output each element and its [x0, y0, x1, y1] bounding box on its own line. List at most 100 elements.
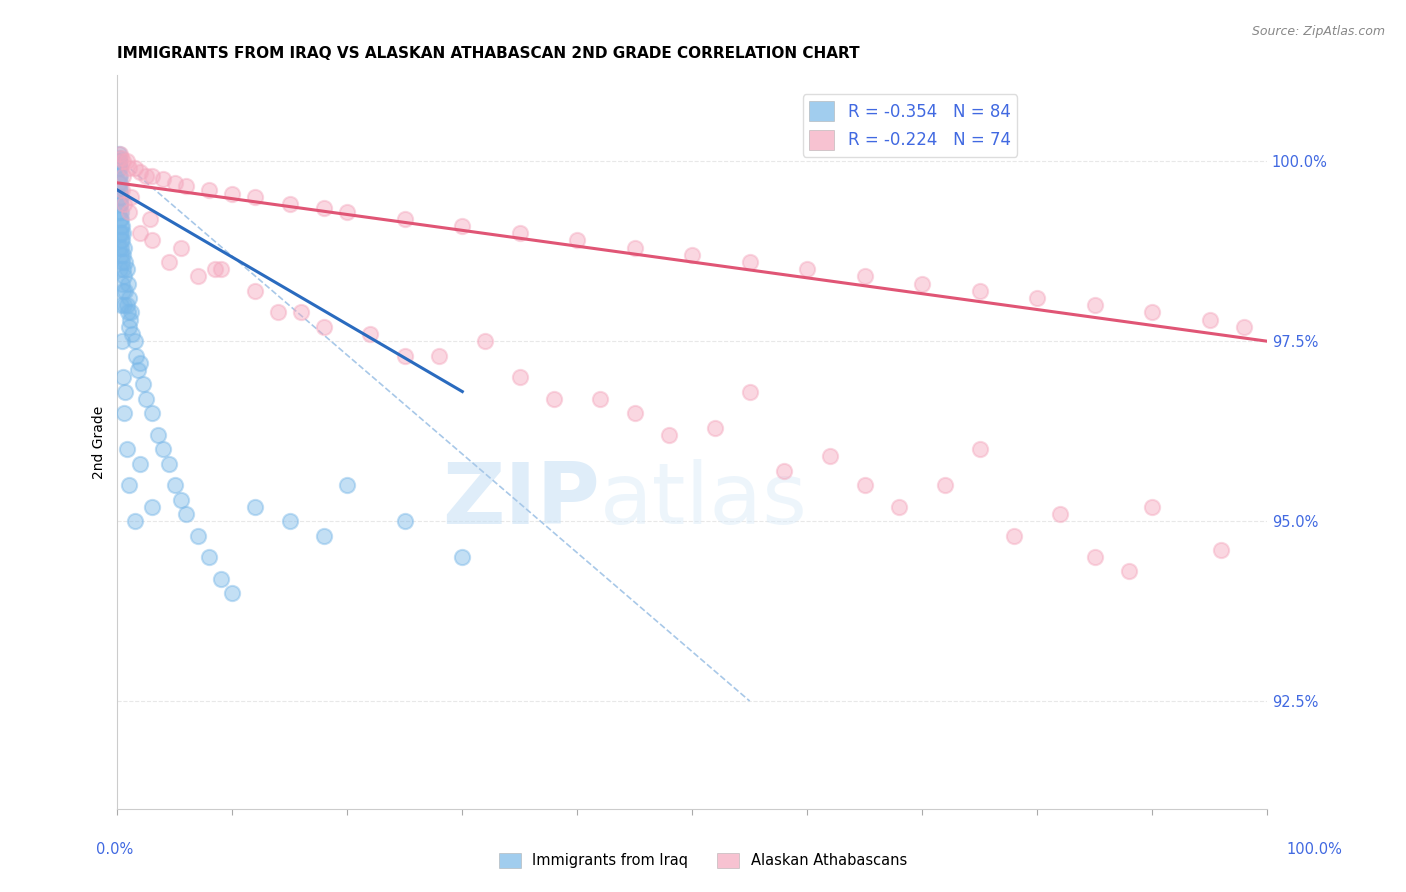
Point	[589, 392, 612, 406]
Point	[112, 370, 135, 384]
Point	[314, 201, 336, 215]
Point	[117, 305, 139, 319]
Point	[112, 284, 135, 298]
Point	[911, 277, 934, 291]
Point	[1083, 550, 1105, 565]
Point	[129, 165, 152, 179]
Point	[474, 334, 496, 348]
Point	[658, 427, 681, 442]
Point	[141, 234, 163, 248]
Point	[117, 277, 139, 291]
Point	[623, 406, 645, 420]
Point	[187, 269, 209, 284]
Point	[110, 211, 132, 226]
Point	[111, 334, 134, 348]
Point	[141, 500, 163, 514]
Point	[110, 204, 132, 219]
Point	[221, 586, 243, 600]
Point	[112, 269, 135, 284]
Point	[127, 363, 149, 377]
Point	[738, 255, 761, 269]
Point	[1140, 500, 1163, 514]
Point	[107, 241, 129, 255]
Point	[1083, 298, 1105, 312]
Point	[336, 204, 359, 219]
Point	[110, 248, 132, 262]
Point	[394, 211, 416, 226]
Point	[114, 255, 136, 269]
Point	[118, 319, 141, 334]
Point	[108, 190, 131, 204]
Point	[152, 172, 174, 186]
Point	[221, 186, 243, 201]
Point	[108, 176, 131, 190]
Text: 0.0%: 0.0%	[96, 842, 132, 856]
Point	[132, 377, 155, 392]
Point	[163, 478, 186, 492]
Point	[135, 169, 157, 183]
Point	[129, 457, 152, 471]
Text: IMMIGRANTS FROM IRAQ VS ALASKAN ATHABASCAN 2ND GRADE CORRELATION CHART: IMMIGRANTS FROM IRAQ VS ALASKAN ATHABASC…	[118, 46, 860, 62]
Point	[818, 450, 841, 464]
Point	[169, 492, 191, 507]
Point	[112, 226, 135, 240]
Point	[198, 183, 221, 197]
Point	[124, 161, 146, 176]
Text: atlas: atlas	[600, 459, 808, 542]
Point	[120, 305, 142, 319]
Point	[111, 248, 134, 262]
Point	[245, 190, 267, 204]
Point	[853, 478, 876, 492]
Point	[152, 442, 174, 457]
Point	[198, 550, 221, 565]
Point	[114, 384, 136, 399]
Point	[245, 284, 267, 298]
Point	[112, 241, 135, 255]
Point	[110, 226, 132, 240]
Point	[124, 514, 146, 528]
Point	[969, 284, 991, 298]
Point	[1118, 565, 1140, 579]
Point	[108, 161, 131, 176]
Point	[112, 169, 135, 183]
Point	[120, 190, 142, 204]
Point	[176, 507, 198, 521]
Point	[112, 406, 135, 420]
Point	[141, 169, 163, 183]
Point	[359, 326, 381, 341]
Point	[112, 262, 135, 277]
Point	[135, 392, 157, 406]
Point	[1233, 319, 1256, 334]
Point	[111, 234, 134, 248]
Point	[115, 154, 138, 169]
Point	[278, 197, 301, 211]
Point	[623, 241, 645, 255]
Point	[107, 204, 129, 219]
Point	[108, 197, 131, 211]
Point	[112, 197, 135, 211]
Point	[704, 420, 727, 434]
Point	[110, 197, 132, 211]
Point	[111, 277, 134, 291]
Point	[1140, 305, 1163, 319]
Point	[111, 255, 134, 269]
Legend: R = -0.354   N = 84, R = -0.224   N = 74: R = -0.354 N = 84, R = -0.224 N = 74	[803, 95, 1018, 157]
Point	[773, 464, 796, 478]
Point	[118, 161, 141, 176]
Point	[567, 234, 589, 248]
Point	[163, 176, 186, 190]
Point	[107, 147, 129, 161]
Point	[120, 312, 142, 326]
Point	[176, 179, 198, 194]
Point	[110, 298, 132, 312]
Point	[110, 211, 132, 226]
Point	[115, 262, 138, 277]
Point	[146, 427, 169, 442]
Point	[451, 550, 474, 565]
Point	[738, 384, 761, 399]
Point	[394, 514, 416, 528]
Point	[209, 572, 232, 586]
Point	[108, 169, 131, 183]
Point	[796, 262, 818, 277]
Point	[124, 334, 146, 348]
